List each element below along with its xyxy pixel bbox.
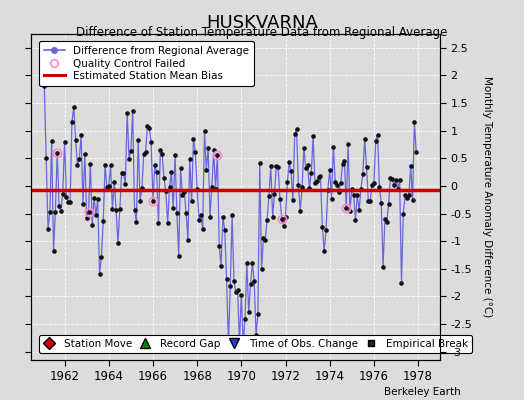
Text: Berkeley Earth: Berkeley Earth xyxy=(385,387,461,397)
Y-axis label: Monthly Temperature Anomaly Difference (°C): Monthly Temperature Anomaly Difference (… xyxy=(482,76,492,318)
Legend: Station Move, Record Gap, Time of Obs. Change, Empirical Break: Station Move, Record Gap, Time of Obs. C… xyxy=(39,335,472,353)
Text: HUSKVARNA: HUSKVARNA xyxy=(206,14,318,32)
Text: Difference of Station Temperature Data from Regional Average: Difference of Station Temperature Data f… xyxy=(77,26,447,39)
